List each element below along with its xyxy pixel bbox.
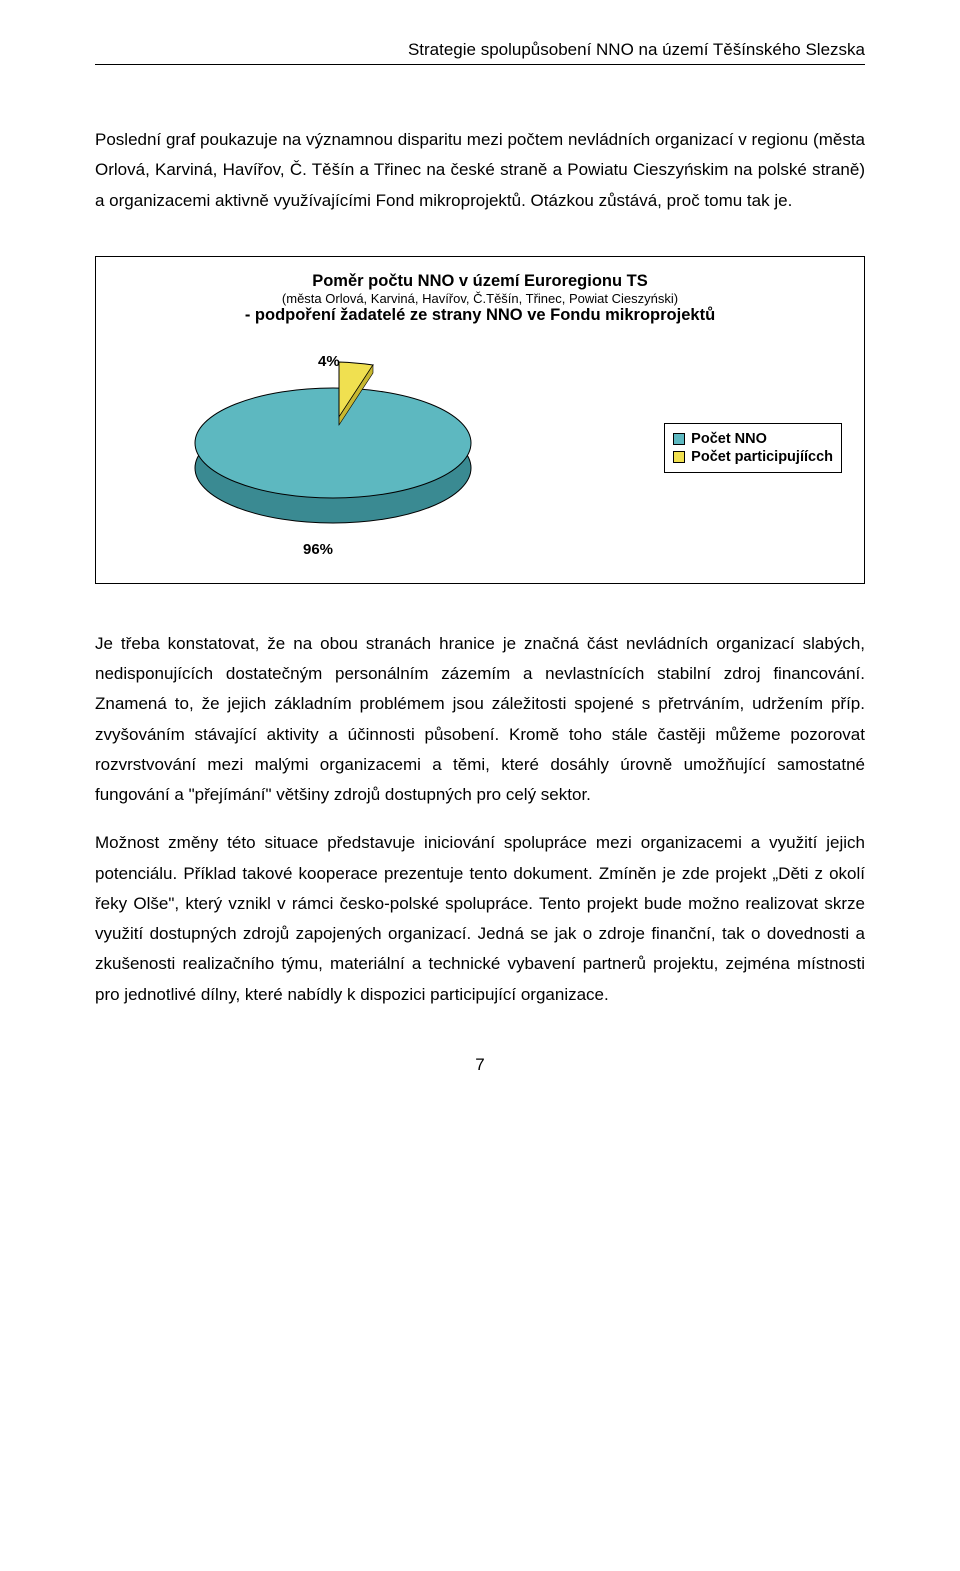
- legend-item-2: Počet participujíícch: [673, 449, 833, 465]
- chart-title-line1: Poměr počtu NNO v území Euroregionu TS: [108, 272, 852, 291]
- chart-subtitle: (města Orlová, Karviná, Havířov, Č.Těšín…: [108, 291, 852, 306]
- chart-container: Poměr počtu NNO v území Euroregionu TS (…: [95, 256, 865, 584]
- legend-label-2: Počet participujíícch: [691, 449, 833, 465]
- legend-swatch-1: [673, 433, 685, 445]
- paragraph-2: Je třeba konstatovat, že na obou stranác…: [95, 629, 865, 811]
- legend-label-1: Počet NNO: [691, 431, 767, 447]
- paragraph-1: Poslední graf poukazuje na významnou dis…: [95, 125, 865, 216]
- chart-title-line2: - podpoření žadatelé ze strany NNO ve Fo…: [108, 306, 852, 325]
- paragraph-3: Možnost změny této situace představuje i…: [95, 828, 865, 1010]
- chart-legend: Počet NNO Počet participujíícch: [664, 423, 842, 473]
- page-header: Strategie spolupůsobení NNO na území Těš…: [95, 40, 865, 65]
- pie-label-96pct: 96%: [303, 541, 333, 558]
- chart-title-block: Poměr počtu NNO v území Euroregionu TS (…: [108, 272, 852, 325]
- body-text-block-2: Je třeba konstatovat, že na obou stranác…: [95, 629, 865, 1010]
- legend-swatch-2: [673, 451, 685, 463]
- pie-chart: [188, 353, 478, 543]
- page-number: 7: [95, 1055, 865, 1075]
- body-text-block: Poslední graf poukazuje na významnou dis…: [95, 125, 865, 216]
- document-page: Strategie spolupůsobení NNO na území Těš…: [0, 0, 960, 1105]
- legend-item-1: Počet NNO: [673, 431, 833, 447]
- pie-svg: [188, 353, 478, 538]
- chart-plot-area: 4%: [108, 353, 852, 558]
